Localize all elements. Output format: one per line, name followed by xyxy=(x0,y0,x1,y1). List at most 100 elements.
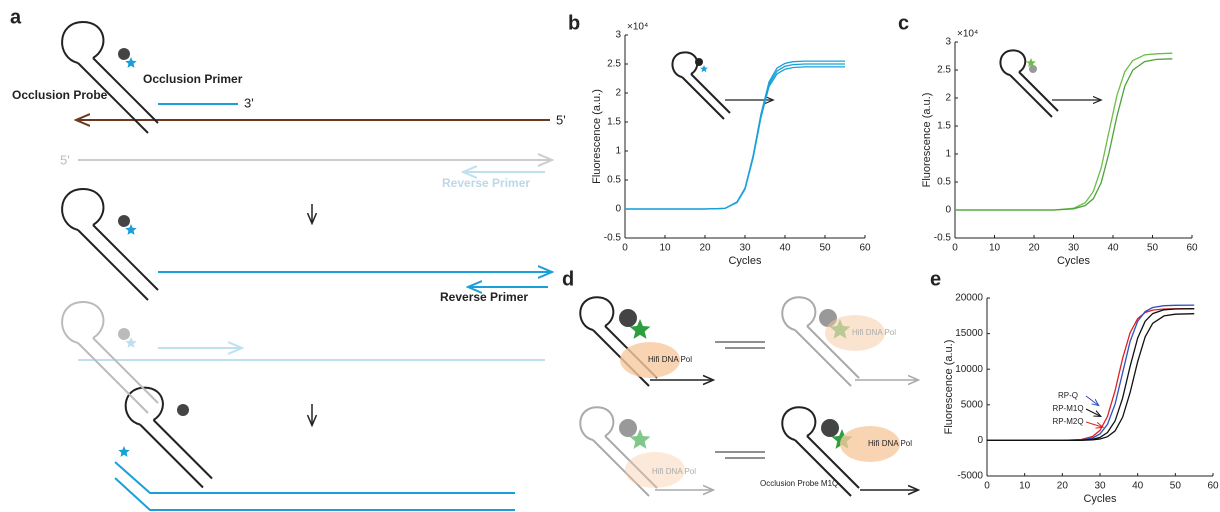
annotation: RP-M2Q xyxy=(1052,417,1083,426)
diagram-label: 5' xyxy=(556,112,566,127)
series-line xyxy=(987,308,1195,442)
hairpin-loop xyxy=(999,49,1027,76)
strand xyxy=(604,435,658,489)
strand xyxy=(92,337,159,404)
diagram-label: Occlusion Probe xyxy=(12,88,108,102)
hairpin-loop xyxy=(781,406,817,441)
hairpin-loop xyxy=(579,296,615,331)
diagram-label: 3' xyxy=(244,95,254,110)
strand xyxy=(681,76,725,120)
strand xyxy=(92,57,159,124)
x-tick-label: 50 xyxy=(819,243,831,254)
x-tick-label: 60 xyxy=(859,243,871,254)
x-tick-label: 40 xyxy=(1107,243,1119,254)
y-axis-label: Fluorescence (a.u.) xyxy=(921,93,933,188)
x-tick-label: 20 xyxy=(1057,481,1069,492)
strand xyxy=(1018,71,1059,112)
strand xyxy=(92,224,159,291)
y-tick-label: 1 xyxy=(615,146,621,157)
diagram-label: Occlusion Probe M1Q xyxy=(760,479,838,488)
y-axis-label: Fluorescence (a.u.) xyxy=(943,340,955,435)
annotation-arrow xyxy=(1085,408,1100,416)
y-tick-label: 20000 xyxy=(955,293,983,304)
x-tick-label: 10 xyxy=(1019,481,1031,492)
panel-label: e xyxy=(930,268,941,290)
x-tick-label: 0 xyxy=(622,243,628,254)
strand xyxy=(139,423,204,489)
y-tick-label: 10000 xyxy=(955,364,983,375)
series-line xyxy=(955,52,1173,211)
y-multiplier: ×10⁴ xyxy=(627,22,648,33)
x-axis-label: Cycles xyxy=(1057,255,1091,267)
strand xyxy=(794,329,852,387)
fluorophore xyxy=(125,337,137,348)
y-tick-label: 0 xyxy=(977,435,983,446)
series-line xyxy=(625,66,845,210)
annotation: RP-M1Q xyxy=(1052,404,1083,413)
strand xyxy=(1009,74,1053,118)
polymerase xyxy=(825,315,885,351)
plot: 0 10 20 30 40 50 60-500005000100001500020000Cy… xyxy=(943,293,1219,505)
x-tick-label: 10 xyxy=(659,243,671,254)
x-tick-label: 10 xyxy=(989,243,1001,254)
hairpin-loop xyxy=(61,187,105,231)
fluorophore xyxy=(125,224,137,235)
x-tick-label: 50 xyxy=(1147,243,1159,254)
fluorophore xyxy=(1026,58,1036,67)
fluorophore xyxy=(629,429,651,449)
quencher xyxy=(118,215,130,227)
plot: 0 10 20 30 40 50 60-0.500.511.522.53CyclesFluo… xyxy=(591,22,871,267)
strand xyxy=(77,229,149,301)
x-tick-label: 20 xyxy=(1028,243,1040,254)
hairpin-loop xyxy=(781,296,817,331)
fluorophore xyxy=(125,57,137,68)
strand xyxy=(114,477,515,511)
series-line xyxy=(987,304,1195,442)
x-tick-label: 0 xyxy=(984,481,990,492)
y-tick-label: 0 xyxy=(615,204,621,215)
plot: 0 10 20 30 40 50 60-0.500.511.522.53CyclesFluo… xyxy=(921,29,1198,267)
y-tick-label: -0.5 xyxy=(934,233,952,244)
strand xyxy=(77,342,149,414)
x-tick-label: 30 xyxy=(739,243,751,254)
quencher xyxy=(619,309,637,327)
hairpin-loop xyxy=(579,406,615,441)
series-line xyxy=(625,60,845,210)
strand xyxy=(806,325,860,379)
series-line xyxy=(987,313,1195,442)
hairpin-loop xyxy=(671,51,699,78)
y-tick-label: 1.5 xyxy=(937,121,951,132)
strand xyxy=(592,439,650,497)
polymerase xyxy=(620,342,680,378)
y-tick-label: 0 xyxy=(945,205,951,216)
y-tick-label: -0.5 xyxy=(604,233,622,244)
x-tick-label: 40 xyxy=(779,243,791,254)
y-tick-label: 0.5 xyxy=(607,175,621,186)
quencher xyxy=(821,419,839,437)
y-tick-label: 2 xyxy=(945,93,951,104)
x-tick-label: 50 xyxy=(1170,481,1182,492)
y-tick-label: 2.5 xyxy=(607,59,621,70)
hairpin-loop xyxy=(124,386,164,426)
pol-label: Hifi DNA Pol xyxy=(868,439,912,448)
pol-label: Hifi DNA Pol xyxy=(648,355,692,364)
y-tick-label: -5000 xyxy=(957,471,983,482)
polymerase xyxy=(840,426,900,462)
strand xyxy=(806,435,860,489)
y-tick-label: 15000 xyxy=(955,328,983,339)
series-line xyxy=(987,308,1195,442)
strand xyxy=(114,461,515,494)
strand xyxy=(690,73,731,114)
x-tick-label: 30 xyxy=(1068,243,1080,254)
annotation: RP-Q xyxy=(1058,391,1078,400)
quencher xyxy=(177,404,189,416)
fluorophore xyxy=(118,446,130,457)
x-tick-label: 20 xyxy=(699,243,711,254)
y-tick-label: 1 xyxy=(945,149,951,160)
fluorophore xyxy=(700,65,708,73)
x-tick-label: 0 xyxy=(952,243,958,254)
y-tick-label: 1.5 xyxy=(607,117,621,128)
y-tick-label: 3 xyxy=(945,37,951,48)
y-axis-label: Fluorescence (a.u.) xyxy=(591,89,603,184)
